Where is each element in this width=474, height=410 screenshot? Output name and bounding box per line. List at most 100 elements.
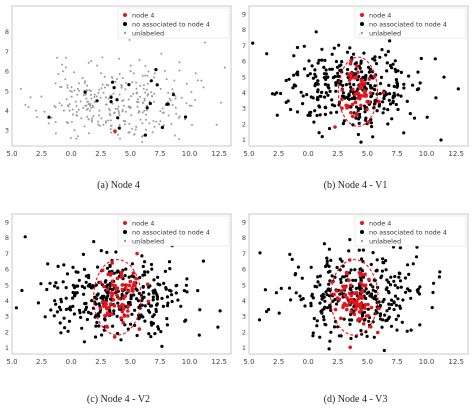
- non-associated-point: [74, 291, 78, 295]
- unlabeled-point: [152, 119, 155, 122]
- non-associated-point: [339, 280, 343, 284]
- node-4-point: [115, 293, 119, 297]
- non-associated-point: [322, 307, 326, 311]
- unlabeled-point: [107, 97, 110, 100]
- non-associated-point: [326, 306, 330, 310]
- non-associated-point: [394, 317, 398, 321]
- node-4-point: [362, 81, 367, 86]
- unlabeled-point: [129, 70, 132, 73]
- unlabeled-point: [85, 97, 88, 100]
- non-associated-point: [327, 247, 331, 251]
- unlabeled-point: [116, 78, 118, 80]
- unlabeled-point: [60, 104, 63, 107]
- non-associated-point: [291, 86, 295, 90]
- unlabeled-point: [78, 82, 80, 85]
- node-4-point: [109, 302, 113, 306]
- non-associated-point: [328, 67, 332, 71]
- non-associated-point: [265, 52, 269, 56]
- node-4-point: [126, 304, 130, 309]
- non-associated-point: [279, 91, 283, 96]
- non-associated-point: [61, 280, 65, 284]
- non-associated-point: [387, 83, 391, 87]
- unlabeled-point: [109, 109, 111, 112]
- unlabeled-point: [170, 123, 173, 126]
- non-associated-point: [367, 319, 371, 323]
- x-tick-label: 7.5: [391, 358, 402, 366]
- non-associated-point: [152, 278, 156, 282]
- non-associated-point: [335, 65, 340, 69]
- non-associated-point: [388, 92, 392, 96]
- non-associated-point: [349, 85, 353, 89]
- non-associated-point: [374, 62, 379, 66]
- non-associated-point: [56, 286, 60, 290]
- unlabeled-point: [146, 94, 149, 97]
- unlabeled-point: [84, 80, 87, 83]
- unlabeled-point: [178, 138, 181, 140]
- legend-non-associated-marker: [360, 22, 364, 26]
- non-associated-point: [218, 309, 222, 313]
- non-associated-point: [59, 297, 63, 301]
- unlabeled-point: [120, 85, 123, 88]
- node-4-point: [358, 83, 363, 87]
- unlabeled-point: [135, 101, 138, 103]
- non-associated-point: [330, 67, 334, 71]
- non-associated-point: [71, 265, 75, 269]
- unlabeled-point: [202, 86, 205, 89]
- non-associated-point: [390, 117, 394, 121]
- non-associated-point: [95, 293, 99, 297]
- non-associated-point: [382, 297, 386, 302]
- node-4-point: [334, 289, 339, 293]
- non-associated-point: [148, 101, 152, 106]
- node-4-point: [363, 284, 367, 288]
- non-associated-point: [160, 125, 164, 130]
- unlabeled-point: [93, 93, 96, 96]
- unlabeled-point: [97, 120, 100, 123]
- unlabeled-point: [53, 104, 56, 107]
- node-4-point: [339, 316, 343, 321]
- x-tick-label: 10.0: [419, 150, 435, 158]
- caption-c: (c) Node 4 - V2: [86, 394, 151, 405]
- non-associated-point: [160, 344, 164, 348]
- unlabeled-point: [70, 90, 73, 93]
- node-4-point: [127, 289, 131, 294]
- unlabeled-point: [99, 96, 102, 99]
- legend-unlabeled-label: unlabeled: [132, 30, 164, 38]
- non-associated-point: [372, 335, 376, 339]
- unlabeled-point: [97, 123, 100, 126]
- non-associated-point: [324, 77, 328, 81]
- unlabeled-point: [129, 105, 132, 108]
- unlabeled-point: [104, 121, 107, 124]
- non-associated-point: [116, 301, 120, 305]
- non-associated-point: [126, 301, 130, 305]
- unlabeled-point: [82, 94, 85, 97]
- non-associated-point: [346, 67, 350, 72]
- non-associated-point: [114, 290, 118, 295]
- unlabeled-point: [80, 117, 83, 120]
- unlabeled-point: [54, 121, 57, 124]
- unlabeled-point: [113, 111, 116, 114]
- unlabeled-point: [98, 114, 101, 117]
- non-associated-point: [384, 53, 388, 57]
- non-associated-point: [348, 46, 352, 50]
- non-associated-point: [324, 72, 328, 76]
- non-associated-point: [338, 257, 342, 261]
- non-associated-point: [137, 317, 141, 321]
- non-associated-point: [391, 62, 395, 66]
- unlabeled-point: [75, 105, 78, 107]
- node-4-point: [105, 311, 110, 315]
- non-associated-point: [56, 264, 60, 268]
- non-associated-point: [392, 84, 396, 88]
- non-associated-point: [316, 79, 320, 83]
- unlabeled-point: [85, 89, 88, 92]
- non-associated-point: [120, 292, 124, 297]
- unlabeled-point: [159, 120, 162, 123]
- node-4-point: [340, 97, 344, 102]
- non-associated-point: [363, 104, 367, 108]
- unlabeled-point: [158, 123, 161, 126]
- unlabeled-point: [76, 114, 79, 117]
- non-associated-point: [381, 111, 385, 115]
- unlabeled-point: [73, 129, 76, 132]
- node-4-point: [363, 89, 367, 93]
- non-associated-point: [359, 61, 363, 65]
- node-4-point: [98, 306, 103, 310]
